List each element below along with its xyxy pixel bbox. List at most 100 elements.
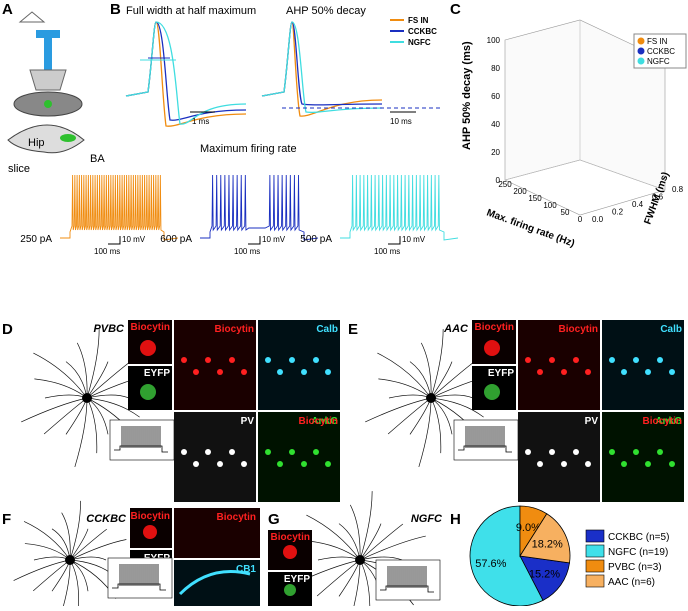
scale-label: 100 ms	[94, 247, 120, 256]
stain-label: Biocytin	[559, 324, 598, 335]
bouton	[241, 369, 247, 375]
image	[174, 560, 260, 606]
trace	[60, 174, 179, 241]
bouton	[633, 449, 639, 455]
stain-label: Biocytin	[217, 512, 256, 523]
x-tick-label: 150	[528, 194, 542, 203]
bouton	[657, 357, 663, 363]
bouton	[265, 357, 271, 363]
bouton	[313, 357, 319, 363]
legend: CCKBC (n=5) NGFC (n=19) PVBC (n=3) AAC (n=6…	[585, 529, 669, 588]
bouton	[573, 357, 579, 363]
cell	[484, 340, 500, 356]
scale-label: 1 ms	[192, 117, 209, 126]
cell	[140, 384, 156, 400]
soma	[426, 393, 436, 403]
bouton	[301, 461, 307, 467]
scale-label: 100 ms	[234, 247, 260, 256]
image	[602, 320, 684, 410]
legend-label: CCKBC	[647, 47, 675, 56]
scale-bar	[248, 236, 261, 245]
panel-label: A	[2, 1, 13, 18]
stain-label: EYFP	[488, 368, 514, 379]
subtitle: Maximum firing rate	[200, 143, 297, 155]
image	[258, 412, 340, 502]
bouton	[313, 449, 319, 455]
panel-label: C	[450, 1, 461, 18]
current-label: 600 pA	[160, 234, 192, 245]
bouton	[217, 369, 223, 375]
x-tick-label: 200	[513, 187, 527, 196]
legend-swatch	[585, 529, 605, 543]
bouton	[229, 449, 235, 455]
ephys-trace	[114, 426, 168, 453]
stain-label: Calb	[316, 324, 338, 335]
panel-label: D	[2, 321, 13, 338]
z-tick-label: 60	[491, 92, 500, 101]
y-tick-label: 0.0	[592, 215, 604, 224]
image	[174, 320, 256, 410]
bouton	[277, 369, 283, 375]
stain-label: EYFP	[284, 574, 310, 585]
z-tick-label: 0	[496, 176, 501, 185]
bouton	[241, 461, 247, 467]
stain-label: Biocytin	[643, 416, 682, 427]
bouton	[525, 449, 531, 455]
x-tick-label: 100	[543, 201, 557, 210]
image	[174, 412, 256, 502]
bouton	[525, 357, 531, 363]
stain-label: Calb	[660, 324, 682, 335]
bouton	[561, 461, 567, 467]
legend-swatch	[585, 559, 605, 573]
scale-label: 10 mV	[262, 235, 286, 244]
scale-label: 10 mV	[402, 235, 426, 244]
z-tick-label: 20	[491, 148, 500, 157]
bouton	[181, 357, 187, 363]
panel-label: F	[2, 511, 11, 528]
legend-label: FS IN	[408, 16, 429, 25]
panel-label: E	[348, 321, 358, 338]
soma	[355, 555, 365, 565]
cell	[484, 384, 500, 400]
legend-swatch	[585, 574, 605, 588]
legend-swatch	[585, 544, 605, 558]
ephys-trace	[380, 566, 434, 593]
spike-traces	[125, 21, 440, 127]
slice-label: 9.0%	[516, 522, 541, 534]
bouton	[181, 449, 187, 455]
slice-label: 18.2%	[532, 538, 563, 550]
scale-label: 10 ms	[390, 117, 412, 126]
stain-label: Biocytin	[271, 532, 310, 543]
scale-label: 10 mV	[122, 235, 146, 244]
z-tick-label: 100	[487, 36, 501, 45]
stain-label: Biocytin	[215, 324, 254, 335]
label: Hip	[28, 137, 45, 149]
stain-label: AnkG	[655, 416, 682, 427]
legend-label: NGFC	[647, 57, 670, 66]
panel-label: G	[268, 511, 280, 528]
legend-label: PVBC (n=3)	[608, 562, 662, 573]
scale-label: 100 ms	[374, 247, 400, 256]
trace	[261, 21, 383, 117]
bouton	[325, 461, 331, 467]
z-tick-label: 80	[491, 64, 500, 73]
legend-label: NGFC (n=19)	[608, 547, 668, 558]
axon	[178, 570, 251, 596]
slice-label: 15.2%	[529, 568, 560, 580]
bouton	[549, 357, 555, 363]
trace	[340, 174, 459, 241]
cell-title: PVBC	[93, 323, 125, 335]
legend-label: NGFC	[408, 38, 431, 47]
trace	[200, 174, 319, 241]
cell-title: CCKBC	[86, 513, 127, 525]
bouton	[549, 449, 555, 455]
current-label: 250 pA	[20, 234, 52, 245]
label: BA	[90, 153, 105, 165]
y-tick-label: 0.6	[652, 193, 664, 202]
bouton	[277, 461, 283, 467]
y-tick-label: 0.8	[672, 185, 684, 194]
